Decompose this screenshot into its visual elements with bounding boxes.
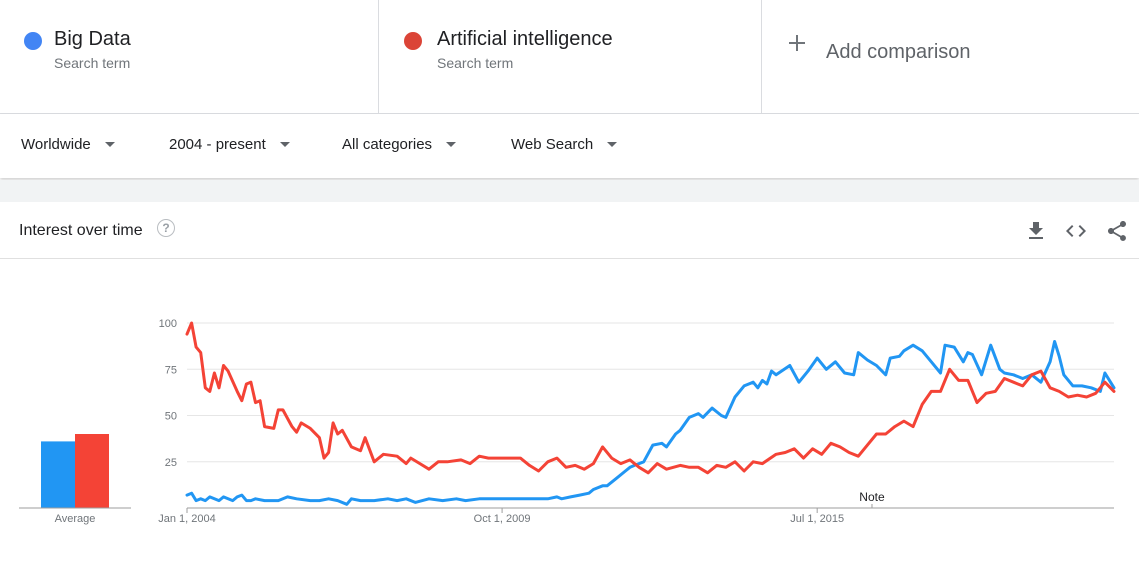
search-term-big-data[interactable]: Big Data Search term bbox=[0, 0, 379, 113]
add-comparison-button[interactable]: Add comparison bbox=[762, 0, 1139, 113]
plus-icon bbox=[788, 34, 806, 52]
region-value: Worldwide bbox=[21, 136, 91, 153]
caret-down-icon bbox=[446, 142, 457, 147]
caret-down-icon bbox=[607, 142, 618, 147]
search-term-type: Search term bbox=[437, 55, 514, 71]
section-divider bbox=[0, 180, 1139, 202]
caret-down-icon bbox=[279, 142, 290, 147]
caret-down-icon bbox=[104, 142, 115, 147]
region-dropdown[interactable]: Worldwide bbox=[21, 136, 115, 153]
y-tick-label: 100 bbox=[159, 318, 177, 330]
note-annotation[interactable]: Note bbox=[859, 490, 885, 504]
category-value: All categories bbox=[342, 136, 433, 153]
y-tick-label: 50 bbox=[165, 411, 177, 423]
add-comparison-label: Add comparison bbox=[826, 41, 971, 63]
average-bar-big-data[interactable] bbox=[41, 441, 75, 508]
category-dropdown[interactable]: All categories bbox=[342, 136, 457, 153]
average-label: Average bbox=[55, 513, 96, 525]
x-tick-label: Oct 1, 2009 bbox=[474, 513, 531, 525]
search-term-artificial-intelligence[interactable]: Artificial intelligence Search term bbox=[379, 0, 762, 113]
average-bar-artificial-intelligence[interactable] bbox=[75, 434, 109, 508]
interest-over-time-header: Interest over time ? bbox=[0, 202, 1139, 259]
comparison-bar: Big Data Search term Artificial intellig… bbox=[0, 0, 1139, 114]
series-line-artificial-intelligence[interactable] bbox=[185, 321, 1116, 475]
filter-bar: Worldwide 2004 - present All categories … bbox=[0, 114, 1139, 178]
x-tick-label: Jul 1, 2015 bbox=[790, 513, 844, 525]
download-icon[interactable] bbox=[1024, 219, 1048, 243]
search-term-name[interactable]: Artificial intelligence bbox=[437, 28, 613, 50]
interest-over-time-chart[interactable]: 25 50 75 100 Jan 1, 2004 Oct 1, 2009 Jul 1, 20… bbox=[0, 260, 1139, 578]
search-term-type: Search term bbox=[54, 55, 131, 71]
search-type-dropdown[interactable]: Web Search bbox=[511, 136, 618, 153]
series-color-dot bbox=[404, 32, 422, 50]
series-color-dot bbox=[24, 32, 42, 50]
series-line-big-data[interactable] bbox=[185, 340, 1116, 506]
card-title: Interest over time bbox=[19, 222, 143, 239]
x-tick-label: Jan 1, 2004 bbox=[158, 513, 216, 525]
search-term-name[interactable]: Big Data bbox=[54, 28, 131, 50]
time-range-value: 2004 - present bbox=[169, 136, 266, 153]
help-icon[interactable]: ? bbox=[157, 219, 175, 237]
share-icon[interactable] bbox=[1105, 219, 1129, 243]
search-type-value: Web Search bbox=[511, 136, 594, 153]
y-tick-label: 75 bbox=[165, 364, 177, 376]
time-range-dropdown[interactable]: 2004 - present bbox=[169, 136, 290, 153]
embed-code-icon[interactable] bbox=[1064, 219, 1088, 243]
y-tick-label: 25 bbox=[165, 457, 177, 469]
